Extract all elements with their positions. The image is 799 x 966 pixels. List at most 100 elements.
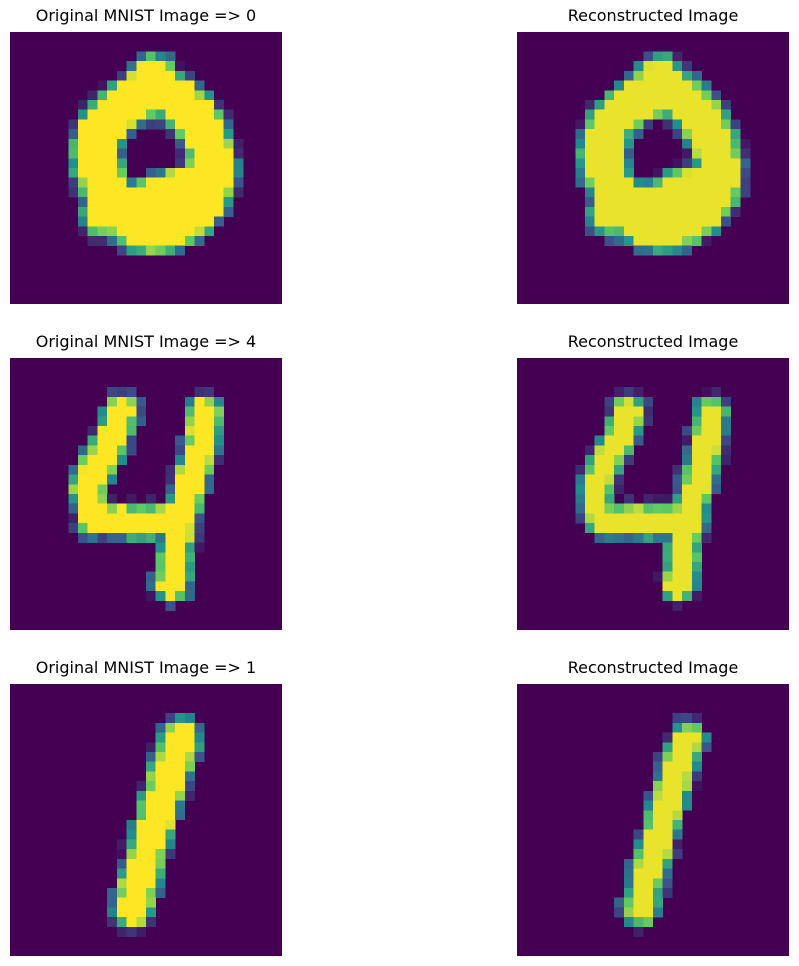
heatmap-cell (633, 888, 644, 898)
heatmap-cell (136, 236, 147, 246)
heatmap-cell (575, 474, 586, 485)
heatmap-cell (662, 226, 673, 237)
heatmap-cell (594, 523, 605, 534)
heatmap-cell (682, 581, 693, 592)
heatmap-cell (126, 100, 137, 110)
heatmap-cell (643, 119, 654, 130)
heatmap-cell (575, 177, 586, 188)
heatmap-cell (614, 474, 625, 485)
heatmap-cell (165, 752, 176, 762)
heatmap-cell (184, 552, 195, 563)
heatmap-cell (594, 464, 605, 475)
heatmap-cell (691, 513, 702, 524)
heatmap-cell (662, 532, 673, 543)
heatmap-cell (136, 51, 147, 62)
heatmap-cell (184, 177, 195, 188)
heatmap-cell (614, 464, 625, 475)
heatmap-cell (672, 713, 683, 724)
heatmap-cell (194, 168, 205, 178)
heatmap-cell (214, 129, 224, 140)
heatmap-cell (146, 119, 156, 130)
heatmap-cell (97, 226, 108, 237)
heatmap-cell (184, 396, 195, 407)
heatmap-cell (701, 216, 712, 227)
heatmap-cell (682, 206, 693, 217)
heatmap-cell (204, 455, 215, 466)
heatmap-cell (155, 761, 166, 772)
heatmap-cell (682, 562, 693, 572)
heatmap-cell (604, 216, 615, 227)
heatmap-cell (721, 445, 731, 456)
heatmap-cell (155, 742, 166, 753)
heatmap-cell (740, 187, 751, 198)
heatmap-cell (136, 80, 147, 91)
heatmap-cell (730, 129, 741, 140)
heatmap-cell (672, 581, 683, 592)
heatmap-cell (194, 513, 205, 524)
heatmap-cell (78, 177, 88, 188)
heatmap-cell (175, 455, 186, 466)
heatmap-cell (662, 70, 673, 81)
heatmap-cell (623, 523, 634, 534)
heatmap-cell (175, 513, 186, 524)
heatmap-cell (662, 216, 673, 227)
heatmap-cell (643, 849, 654, 860)
heatmap-cell (107, 129, 118, 140)
heatmap-cell (701, 236, 712, 246)
heatmap-cell (116, 445, 127, 456)
heatmap-cell (614, 100, 625, 110)
heatmap-cell (116, 455, 127, 466)
heatmap-cell (604, 197, 615, 208)
heatmap-cell (701, 197, 712, 208)
heatmap-cell (97, 148, 108, 159)
heatmap-cell (672, 216, 683, 227)
heatmap-cell (633, 61, 644, 72)
heatmap-cell (136, 197, 147, 208)
heatmap-cell (107, 158, 118, 169)
heatmap-cell (662, 61, 673, 72)
heatmap-cell (87, 426, 98, 436)
heatmap-cell (68, 187, 79, 198)
heatmap-cell (633, 119, 644, 130)
heatmap-cell (78, 168, 88, 178)
heatmap-cell (604, 494, 615, 504)
heatmap-cell (643, 790, 654, 801)
heatmap-cell (204, 216, 215, 227)
heatmap-cell (184, 100, 195, 110)
heatmap-cell (233, 168, 244, 178)
heatmap-cell (136, 926, 147, 937)
heatmap-cell (614, 907, 625, 918)
heatmap-cell (633, 523, 644, 534)
heatmap-cell (701, 406, 712, 417)
heatmap-cell (653, 503, 663, 514)
heatmap-cell (682, 129, 693, 140)
heatmap-cell (116, 70, 127, 81)
heatmap-cell (146, 849, 156, 860)
heatmap-cell (711, 148, 722, 159)
heatmap-cell (126, 187, 137, 198)
heatmap-cell (146, 858, 156, 869)
heatmap-cell (97, 484, 108, 495)
heatmap-cell (107, 503, 118, 514)
heatmap-cell (653, 51, 663, 62)
heatmap-cell (643, 888, 654, 898)
heatmap-cell (126, 426, 137, 436)
heatmap-cell (165, 245, 176, 256)
heatmap-cell (175, 523, 186, 534)
heatmap-cell (604, 119, 615, 130)
heatmap-cell (691, 455, 702, 466)
heatmap-cell (87, 177, 98, 188)
heatmap-cell (175, 445, 186, 456)
heatmap-cell (623, 494, 634, 504)
heatmap-cell (184, 542, 195, 553)
heatmap-cell (68, 503, 79, 514)
heatmap-cell (97, 206, 108, 217)
heatmap-cell (184, 562, 195, 572)
heatmap-cell (175, 810, 186, 821)
heatmap-cell (682, 426, 693, 436)
heatmap-cell (701, 90, 712, 101)
heatmap-cell (662, 829, 673, 840)
heatmap-cell (711, 158, 722, 169)
heatmap-cell (740, 168, 751, 178)
heatmap-cell (653, 216, 663, 227)
